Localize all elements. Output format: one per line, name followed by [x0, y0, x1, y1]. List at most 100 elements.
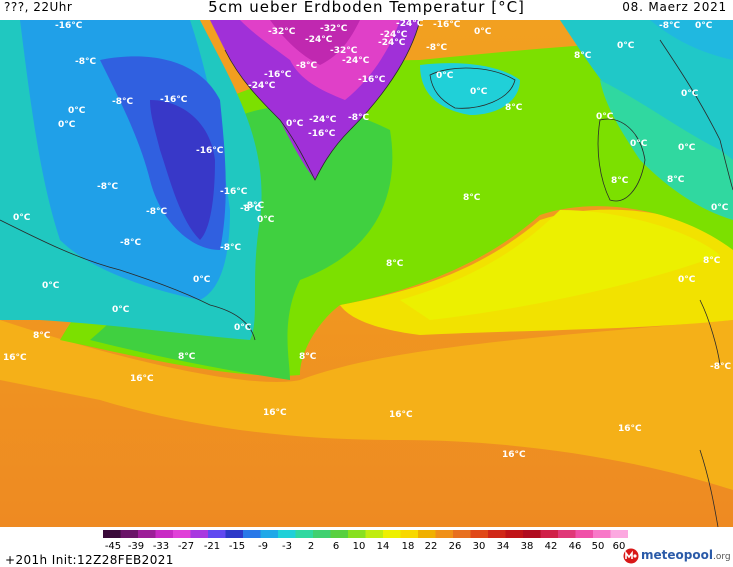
legend-tick: -33: [152, 541, 170, 552]
map-label: -32°C: [320, 24, 348, 34]
legend-color-cell: [575, 530, 594, 538]
legend-color-cell: [523, 530, 541, 538]
map-label: -8°C: [240, 204, 261, 214]
map-label: 8°C: [574, 51, 592, 61]
legend-tick: 30: [472, 541, 486, 552]
location-label: ???, 22Uhr: [4, 0, 73, 14]
legend-tick: -9: [258, 541, 268, 552]
legend-color-cell: [278, 530, 296, 538]
zone-deep-blue: [150, 100, 215, 240]
map-label: -24°C: [378, 38, 406, 48]
map-label: 8°C: [386, 259, 404, 269]
legend-tick: 6: [332, 541, 340, 552]
legend-color-cell: [103, 530, 121, 538]
legend-color-cell: [470, 530, 489, 538]
footer: -45 -39 -33 -27 -21 -15 -9 -3 2 6 10 14 …: [0, 527, 733, 567]
legend-tick: 14: [376, 541, 390, 552]
date-label: 08. Maerz 2021: [622, 0, 727, 14]
legend-color-cell: [208, 530, 226, 538]
map-label: 0°C: [630, 139, 648, 149]
map-label: -32°C: [268, 27, 296, 37]
map-label: -16°C: [358, 75, 386, 85]
legend-tick: 42: [544, 541, 558, 552]
legend-color-cell: [558, 530, 576, 538]
map-label: -16°C: [196, 146, 224, 156]
legend-color-cell: [225, 530, 244, 538]
meteopool-brand-name: meteopool: [641, 548, 713, 562]
legend-color-cell: [593, 530, 611, 538]
legend-color-cell: [138, 530, 156, 538]
map-label: -8°C: [120, 238, 141, 248]
legend-color-cell: [505, 530, 524, 538]
map-label: 0°C: [58, 120, 76, 130]
legend-tick: 10: [352, 541, 366, 552]
map-label: -8°C: [146, 207, 167, 217]
legend-color-cell: [400, 530, 419, 538]
map-label: -24°C: [248, 81, 276, 91]
legend-tick: 18: [401, 541, 415, 552]
meteopool-logo-link[interactable]: meteopool.org: [623, 548, 731, 564]
legend-tick: -3: [282, 541, 292, 552]
legend-color-cell: [155, 530, 174, 538]
map-label: 8°C: [299, 352, 317, 362]
header: ???, 22Uhr 5cm ueber Erdboden Temperatur…: [0, 0, 733, 20]
map-label: 16°C: [3, 353, 27, 363]
legend-tick: -39: [127, 541, 145, 552]
zone-svalbard: [650, 20, 733, 60]
map-label: -24°C: [305, 35, 333, 45]
map-label: 8°C: [611, 176, 629, 186]
map-label: -16°C: [55, 21, 83, 31]
map-label: 0°C: [68, 106, 86, 116]
legend-tick: -27: [177, 541, 195, 552]
model-run-label: +201h Init:12Z28FEB2021: [5, 553, 174, 567]
map-label: -8°C: [659, 21, 680, 31]
map-label: 0°C: [695, 21, 713, 31]
map-label: -16°C: [160, 95, 188, 105]
map-label: 0°C: [596, 112, 614, 122]
legend-color-cell: [435, 530, 454, 538]
legend-tick: 50: [591, 541, 605, 552]
map-label-group: -16°C -8°C -8°C -16°C -16°C -8°C -8°C -8…: [3, 20, 731, 460]
legend-color-cell: [610, 530, 628, 538]
zone-greenland-deepest: [270, 20, 360, 65]
map-label: 0°C: [678, 143, 696, 153]
map-label: -8°C: [75, 57, 96, 67]
map-label: -24°C: [342, 56, 370, 66]
legend-color-cell: [190, 530, 209, 538]
legend-tick: 46: [568, 541, 582, 552]
meteopool-brand-suffix: .org: [712, 552, 731, 562]
map-label: 8°C: [178, 352, 196, 362]
map-label: 0°C: [681, 89, 699, 99]
map-label: 0°C: [617, 41, 635, 51]
map-label: -16°C: [433, 20, 461, 30]
map-label: 0°C: [711, 203, 729, 213]
legend-color-cell: [540, 530, 559, 538]
map-label: 16°C: [130, 374, 154, 384]
temperature-map: -16°C -8°C -8°C -16°C -16°C -8°C -8°C -8…: [0, 20, 733, 527]
map-label: 8°C: [505, 103, 523, 113]
legend-color-cell: [243, 530, 261, 538]
legend-tick: 26: [448, 541, 462, 552]
legend-color-cell: [260, 530, 279, 538]
legend-color-cell: [418, 530, 436, 538]
legend-tick: -15: [228, 541, 246, 552]
map-label: -8°C: [243, 201, 264, 211]
legend-tick: -45: [104, 541, 122, 552]
map-label: 0°C: [112, 305, 130, 315]
legend-color-cell: [453, 530, 471, 538]
legend-tick: 60: [612, 541, 626, 552]
map-label: 8°C: [33, 331, 51, 341]
legend-tick: -21: [203, 541, 221, 552]
zone-scandinavia-light: [600, 80, 733, 220]
legend-color-cell: [295, 530, 314, 538]
map-label: -8°C: [97, 182, 118, 192]
legend-color-cell: [488, 530, 506, 538]
map-label: -8°C: [220, 243, 241, 253]
map-label: -8°C: [296, 61, 317, 71]
legend-tick: 2: [307, 541, 315, 552]
map-label: -24°C: [380, 30, 408, 40]
legend-color-cell: [383, 530, 401, 538]
map-label: -8°C: [348, 113, 369, 123]
map-label: -8°C: [426, 43, 447, 53]
legend-color-cell: [173, 530, 191, 538]
